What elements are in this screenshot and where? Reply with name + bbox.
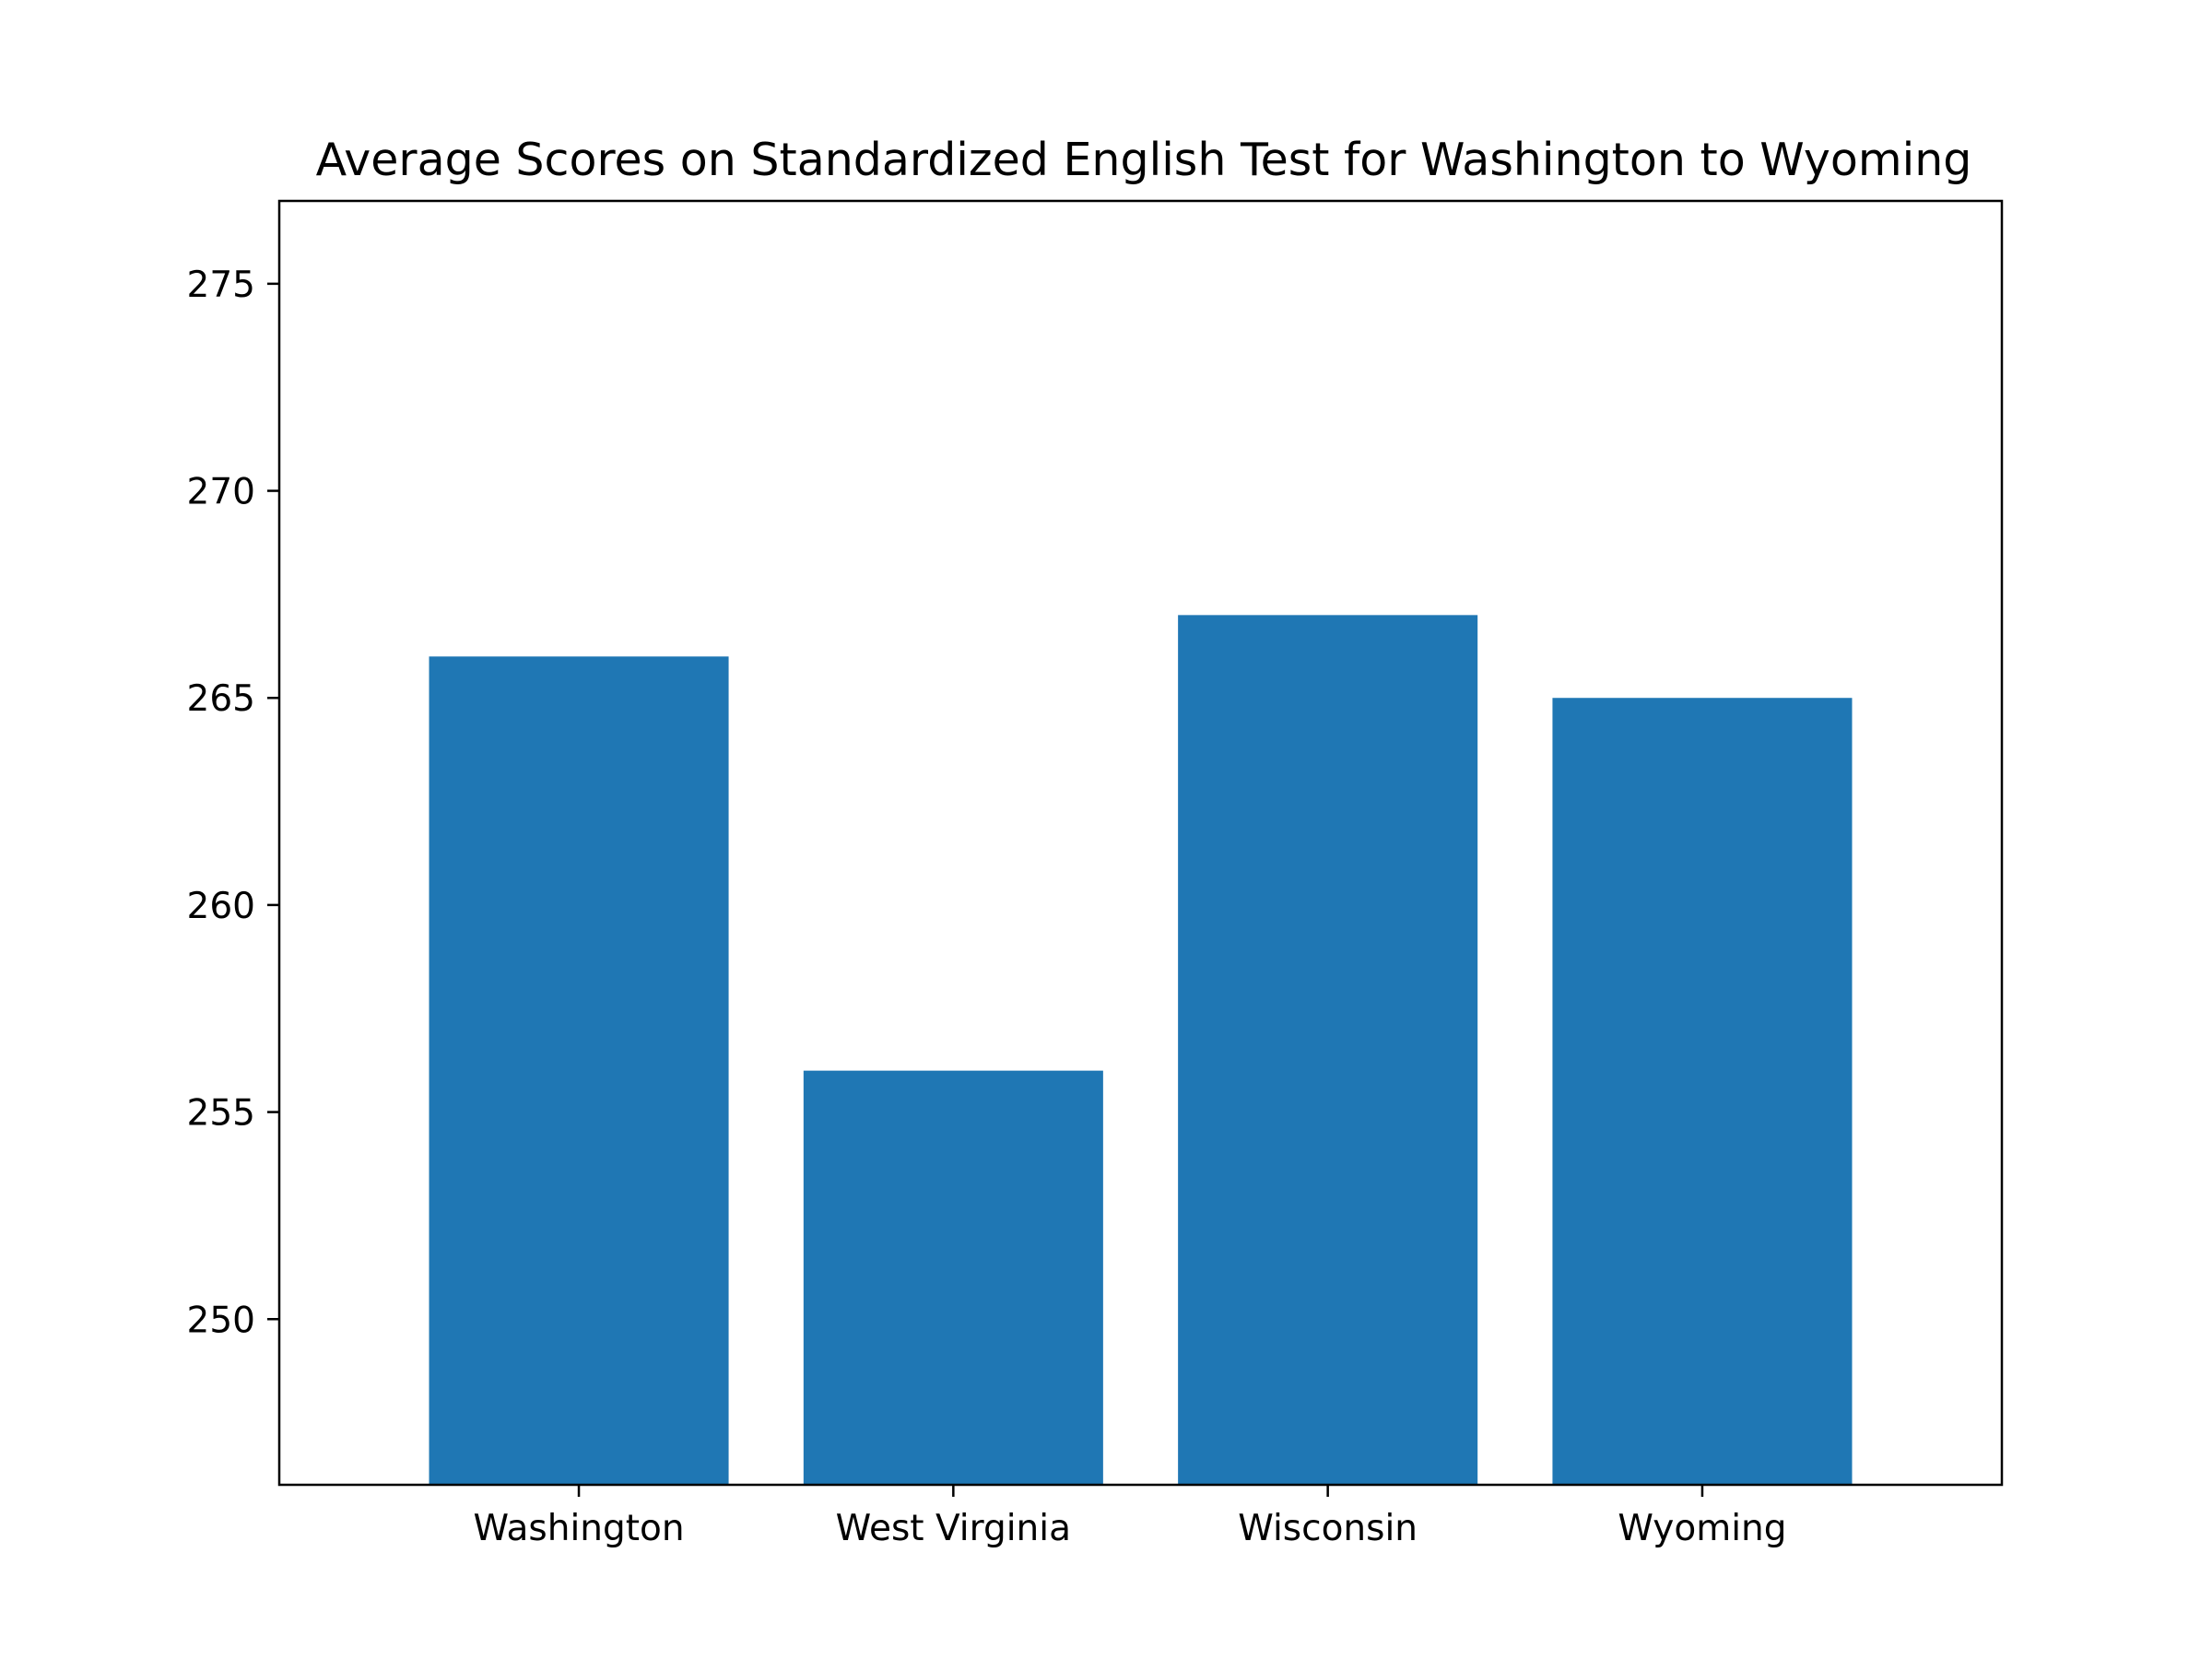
plot-area-frame	[277, 199, 2004, 1487]
bar-washington	[429, 656, 729, 1485]
bar-wisconsin	[1178, 615, 1478, 1485]
bar-wyoming	[1552, 698, 1853, 1485]
y-tick-label: 275	[187, 265, 255, 306]
x-tick-label: Wisconsin	[1238, 1508, 1418, 1549]
x-tick-label: Washington	[473, 1508, 684, 1549]
bar-west-virginia	[803, 1070, 1103, 1485]
y-tick-label: 250	[187, 1300, 255, 1341]
y-tick-label: 260	[187, 886, 255, 927]
y-axis-ticks: 250 255 260 265 270 275	[187, 265, 279, 1341]
y-tick-label: 255	[187, 1093, 255, 1135]
x-tick-label: West Virginia	[836, 1508, 1071, 1549]
x-axis-ticks: Washington West Virginia Wisconsin Wyoming	[473, 1485, 1787, 1549]
x-tick-label: Wyoming	[1618, 1508, 1786, 1549]
chart-title: Average Scores on Standardized English T…	[316, 134, 1972, 186]
bars-group	[429, 615, 1853, 1485]
y-tick-label: 270	[187, 472, 255, 513]
y-tick-label: 265	[187, 678, 255, 720]
